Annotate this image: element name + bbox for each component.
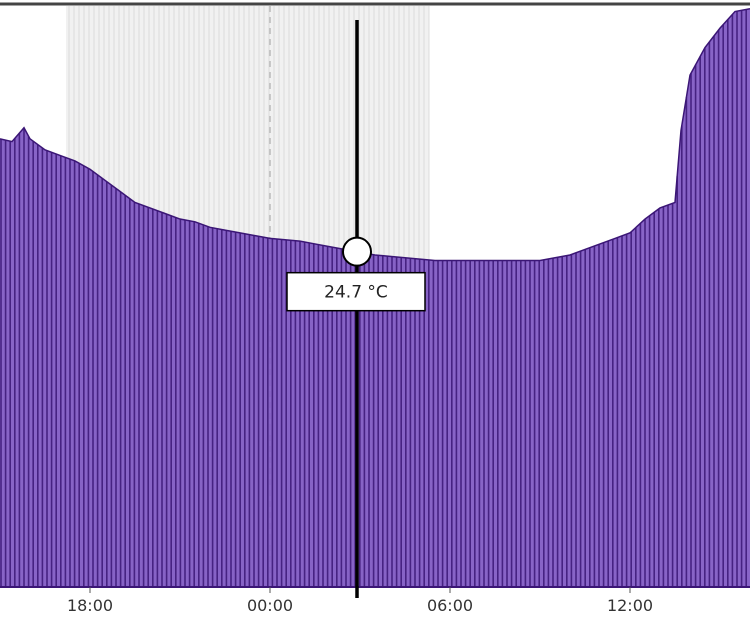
tooltip-value: 24.7 °C (324, 283, 388, 303)
x-tick-label: 06:00 (427, 596, 473, 615)
area-outline (0, 8, 750, 262)
tooltip-box (286, 271, 426, 312)
hover-cursor[interactable]: 24.7 °C (286, 20, 426, 598)
x-tick-label: 12:00 (607, 596, 653, 615)
bar-strokes (0, 9, 748, 587)
cursor-point[interactable] (342, 236, 372, 267)
x-tick-label: 18:00 (67, 596, 113, 615)
x-tick-label: 00:00 (247, 596, 293, 615)
